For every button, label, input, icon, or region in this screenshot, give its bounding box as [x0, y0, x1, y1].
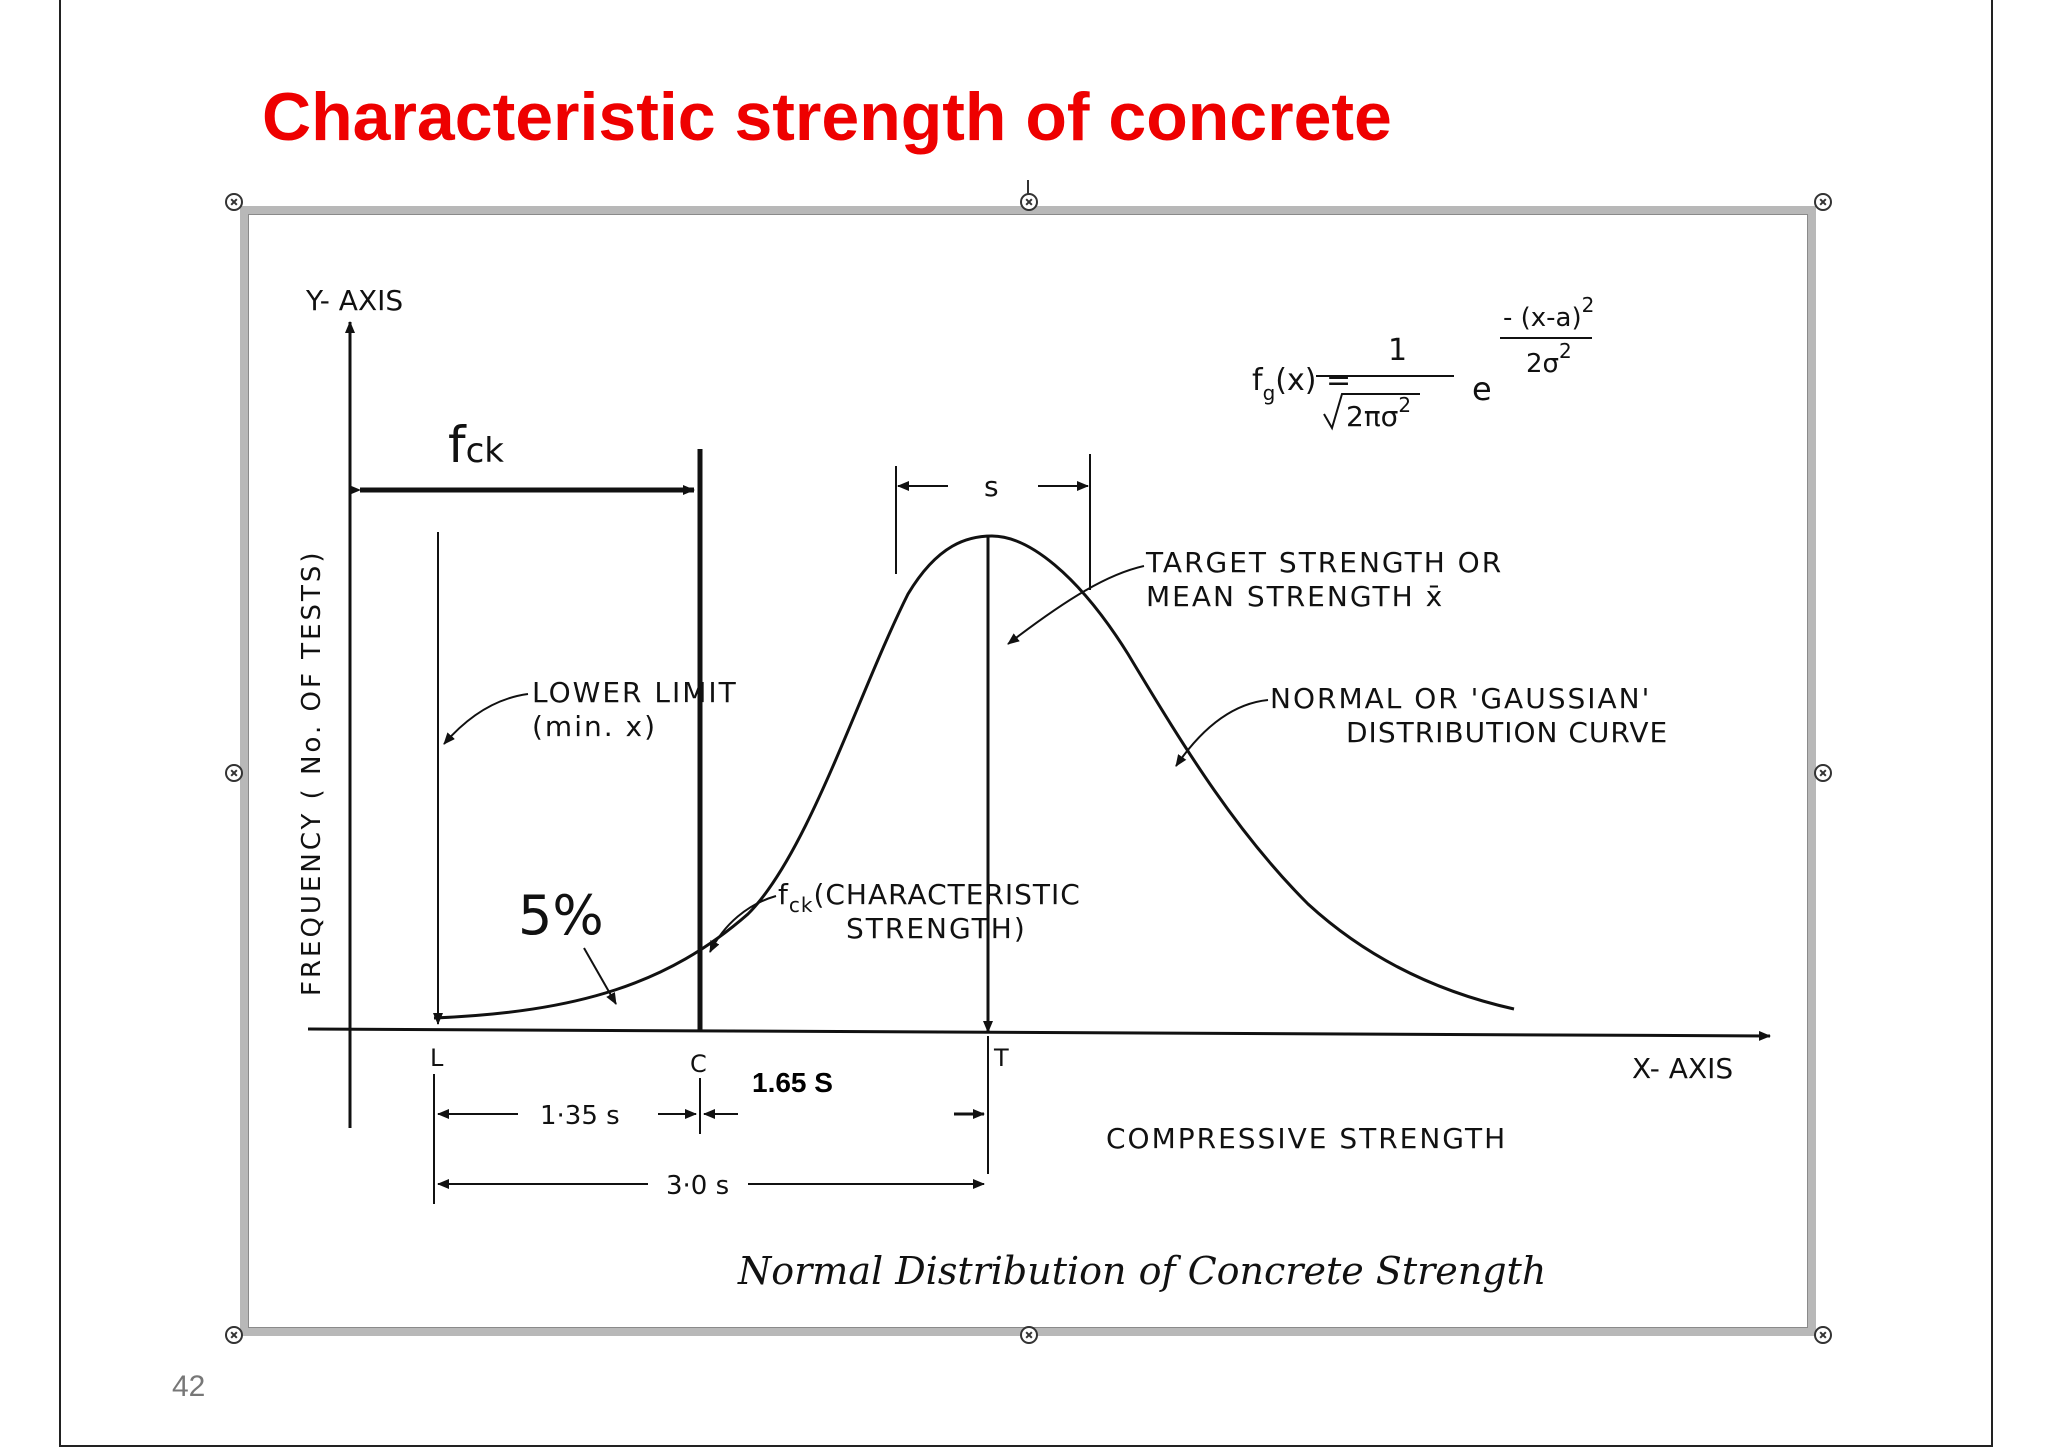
- svg-text:e: e: [1472, 370, 1492, 408]
- resize-handle-top-right[interactable]: [1814, 193, 1832, 211]
- five-percent-arrow: [583, 947, 617, 1005]
- fck-label: fck: [448, 416, 504, 474]
- svg-text:fg(x) =: fg(x) =: [1252, 363, 1351, 405]
- slide-title[interactable]: Characteristic strength of concrete: [262, 79, 1392, 155]
- resize-handle-top-center[interactable]: [1020, 193, 1038, 211]
- target-strength-label-line2: MEAN STRENGTH x̄: [1146, 580, 1444, 613]
- normal-curve-label-line1: NORMAL OR 'GAUSSIAN': [1270, 682, 1651, 715]
- svg-text:1: 1: [1388, 333, 1407, 368]
- normal-distribution-diagram: Y- AXIS FREQUENCY ( No. OF TESTS) X- AXI…: [297, 284, 1771, 1293]
- rotate-handle-stem: [1027, 180, 1029, 200]
- x-axis-title: COMPRESSIVE STRENGTH: [1106, 1122, 1507, 1155]
- y-axis-title: FREQUENCY ( No. OF TESTS): [297, 549, 327, 996]
- target-leader: [1007, 565, 1145, 645]
- resize-handle-middle-left[interactable]: [225, 764, 243, 782]
- resize-handle-middle-right[interactable]: [1814, 764, 1832, 782]
- svg-text:2πσ2: 2πσ2: [1346, 393, 1411, 433]
- tick-label-L: L: [430, 1044, 444, 1072]
- characteristic-leader: [709, 895, 777, 953]
- resize-handle-bottom-right[interactable]: [1814, 1326, 1832, 1344]
- gaussian-formula: fg(x) = 1 2πσ2 e - (x-a)2 2σ2: [1252, 293, 1594, 433]
- selected-picture[interactable]: Y- AXIS FREQUENCY ( No. OF TESTS) X- AXI…: [240, 206, 1816, 1336]
- characteristic-strength-label-line2: STRENGTH): [846, 912, 1027, 945]
- slide-border: [59, 0, 1993, 1447]
- lower-limit-leader: [443, 693, 529, 745]
- resize-handle-bottom-left[interactable]: [225, 1326, 243, 1344]
- tick-label-T: T: [993, 1044, 1009, 1072]
- normal-curve-leader: [1175, 699, 1269, 767]
- y-axis-label: Y- AXIS: [305, 284, 403, 317]
- s-label: s: [984, 470, 999, 503]
- normal-curve-label-line2: DISTRIBUTION CURVE: [1346, 716, 1668, 749]
- svg-text:- (x-a)2: - (x-a)2: [1503, 293, 1594, 333]
- characteristic-strength-label-line1: fck(CHARACTERISTIC: [778, 878, 1081, 917]
- figure-caption: Normal Distribution of Concrete Strength: [737, 1249, 1546, 1293]
- five-percent-label: 5%: [518, 884, 604, 947]
- resize-handle-bottom-center[interactable]: [1020, 1326, 1038, 1344]
- dim-135s-label: 1·35 s: [540, 1101, 620, 1131]
- lower-limit-label-line1: LOWER LIMIT: [532, 676, 738, 709]
- target-strength-label-line1: TARGET STRENGTH OR: [1145, 546, 1503, 579]
- x-axis-line: [307, 1027, 1771, 1041]
- dim-165s-label: 1.65 S: [752, 1067, 833, 1098]
- lower-limit-label-line2: (min. x): [532, 710, 657, 743]
- page-number: 42: [172, 1370, 206, 1403]
- tick-label-C: C: [690, 1050, 707, 1078]
- resize-handle-top-left[interactable]: [225, 193, 243, 211]
- svg-text:2σ2: 2σ2: [1526, 339, 1572, 379]
- x-axis-label: X- AXIS: [1632, 1052, 1733, 1085]
- dim-30s-label: 3·0 s: [666, 1171, 729, 1201]
- normal-distribution-curve: [433, 534, 1515, 1020]
